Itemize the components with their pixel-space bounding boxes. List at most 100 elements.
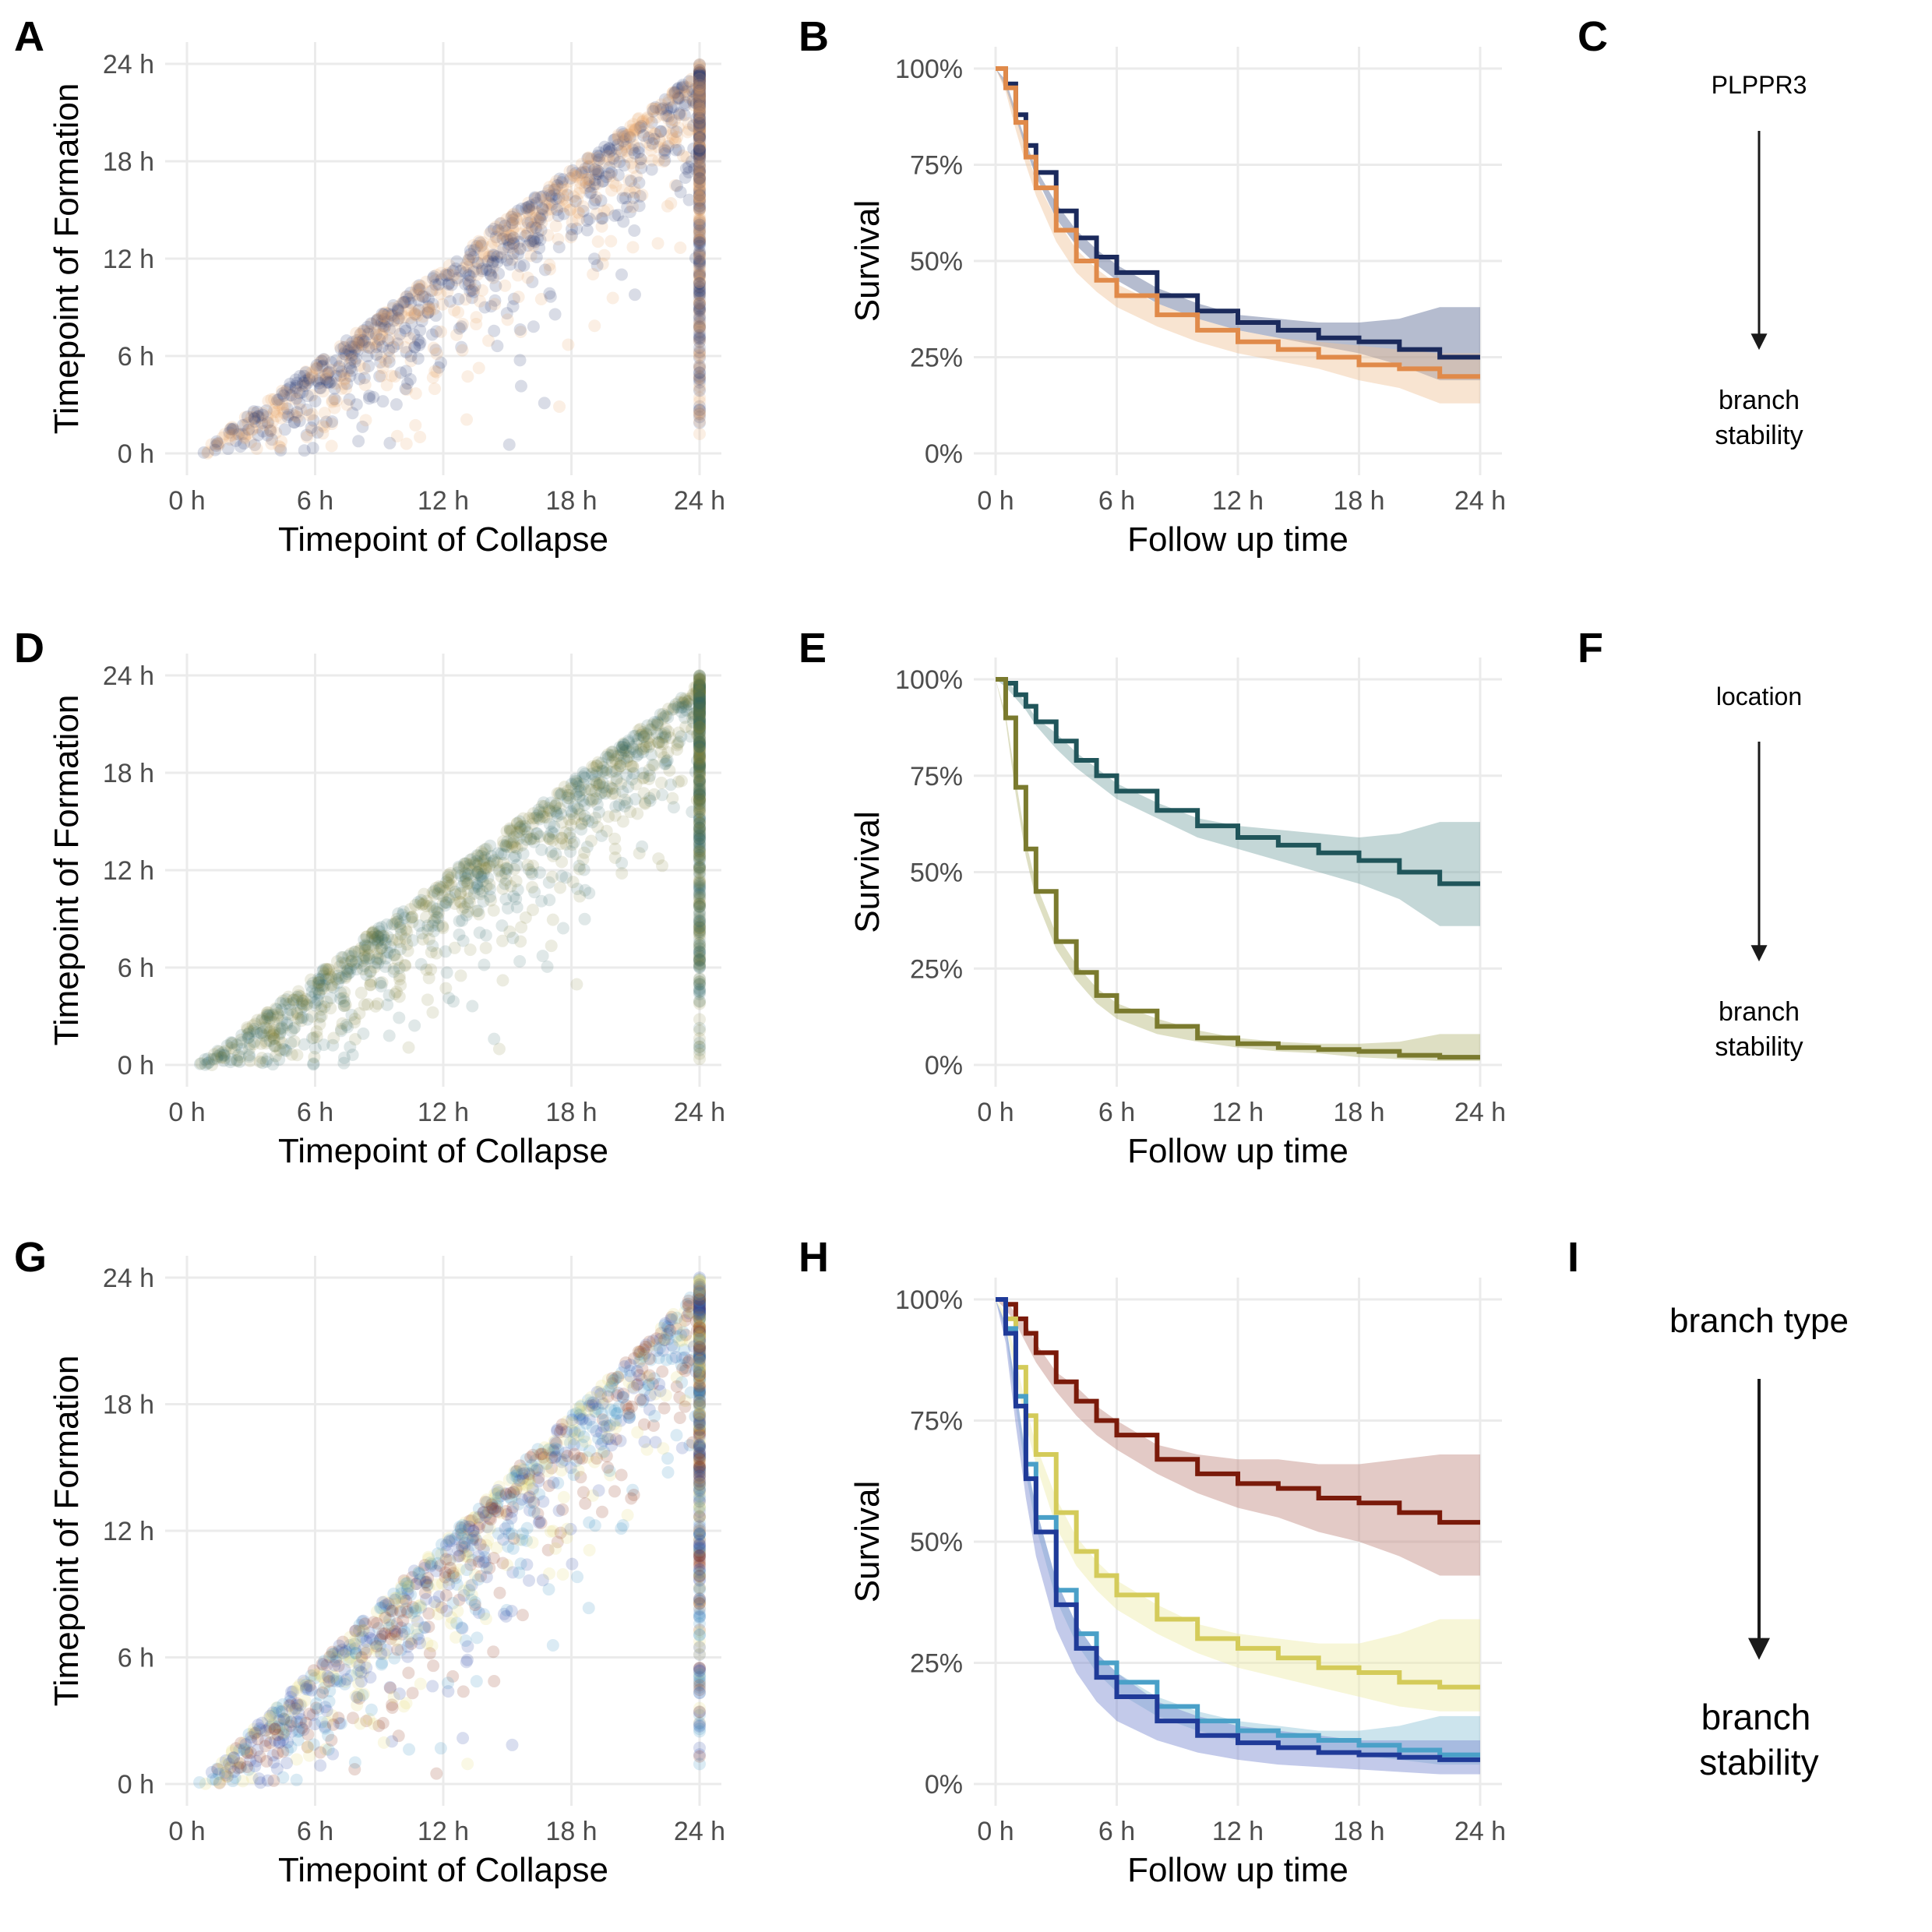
scatter-point <box>253 1055 266 1068</box>
scatter-point <box>573 182 587 195</box>
scatter-point <box>430 947 443 960</box>
scatter-point <box>463 1520 476 1533</box>
scatter-point <box>336 1017 349 1030</box>
x-axis-title: Timepoint of Collapse <box>278 520 608 559</box>
scatter-point <box>416 933 429 946</box>
y-tick-label: 18 h <box>103 1391 154 1420</box>
scatter-point <box>471 256 485 270</box>
scatter-point <box>693 275 706 288</box>
scatter-point <box>242 423 256 436</box>
scatter-point <box>693 284 706 298</box>
scatter-point <box>353 372 366 386</box>
scatter-point <box>590 167 603 181</box>
scatter-point <box>399 295 412 308</box>
scatter-point <box>308 1050 321 1063</box>
scatter-point <box>693 88 706 101</box>
scatter-point <box>693 326 706 339</box>
scatter-point <box>480 880 493 893</box>
scatter-point <box>693 226 706 239</box>
scatter-point <box>520 221 534 234</box>
scatter-point <box>693 415 706 428</box>
scatter-point <box>297 376 310 390</box>
y-tick-label: 0 h <box>118 439 154 469</box>
scatter-point <box>507 207 520 220</box>
scatter-point <box>693 1701 706 1715</box>
x-axis-title: Follow up time <box>1127 1132 1349 1170</box>
scatter-point <box>322 1729 335 1742</box>
scatter-point <box>693 203 706 216</box>
y-axis-title: Survival <box>848 811 887 933</box>
scatter-point <box>280 383 294 396</box>
scatter-point <box>326 394 339 407</box>
scatter-point <box>693 88 706 101</box>
scatter-point <box>552 210 565 223</box>
scatter-point <box>513 212 527 225</box>
scatter-point <box>325 439 338 453</box>
scatter-point <box>506 208 520 221</box>
scatter-point <box>693 90 706 103</box>
scatter-point <box>666 132 679 145</box>
scatter-point <box>358 324 371 337</box>
scatter-point <box>670 1429 683 1442</box>
scatter-point <box>421 993 434 1007</box>
x-tick-label: 18 h <box>545 1098 597 1127</box>
scatter-point <box>365 1703 378 1716</box>
scatter-point <box>273 393 286 406</box>
scatter-point <box>563 203 576 217</box>
scatter-point <box>693 139 706 153</box>
scatter-point <box>472 234 485 248</box>
scatter-point <box>693 66 706 79</box>
scatter-point <box>667 100 680 114</box>
scatter-point <box>693 89 706 102</box>
scatter-point <box>693 1013 706 1026</box>
scatter-point <box>268 1039 281 1052</box>
scatter-point <box>658 1401 671 1415</box>
scatter-point <box>375 979 388 992</box>
scatter-point <box>675 81 689 94</box>
scatter-point <box>345 353 358 366</box>
scatter-point <box>377 308 390 321</box>
scatter-point <box>693 411 706 424</box>
y-axis-title: Survival <box>848 200 887 323</box>
scatter-point <box>513 242 527 256</box>
scatter-point <box>693 138 706 151</box>
scatter-point <box>627 191 640 204</box>
scatter-point <box>673 89 686 102</box>
scatter-point <box>693 253 706 266</box>
scatter-point <box>276 1022 289 1035</box>
scatter-point <box>374 355 387 368</box>
scatter-point <box>626 241 640 254</box>
scatter-point <box>676 80 689 93</box>
scatter-point <box>238 411 252 424</box>
scatter-point <box>688 162 701 175</box>
scatter-point <box>693 321 706 334</box>
scatter-point <box>316 360 329 373</box>
y-axis-title: Timepoint of Formation <box>48 695 86 1046</box>
scatter-point <box>404 903 417 916</box>
scatter-point <box>688 83 701 96</box>
scatter-point <box>348 1012 361 1025</box>
scatter-point <box>666 89 679 102</box>
scatter-point <box>400 290 414 303</box>
scatter-point <box>450 273 463 287</box>
scatter-point <box>675 774 688 788</box>
scatter-point <box>636 115 650 128</box>
scatter-point <box>245 435 258 449</box>
scatter-point <box>693 67 706 80</box>
scatter-point <box>468 1595 481 1609</box>
scatter-point <box>629 777 643 791</box>
scatter-point <box>693 228 706 242</box>
scatter-point <box>693 81 706 94</box>
scatter-point <box>293 397 306 411</box>
scatter-point <box>561 1522 574 1535</box>
scatter-point <box>270 397 283 410</box>
scatter-point <box>693 97 706 111</box>
scatter-point <box>330 354 343 367</box>
scatter-point <box>693 69 706 83</box>
scatter-point <box>557 1490 570 1504</box>
scatter-point <box>530 196 543 210</box>
scatter-point <box>523 202 536 215</box>
scatter-point <box>693 74 706 87</box>
scatter-point <box>513 1566 526 1579</box>
